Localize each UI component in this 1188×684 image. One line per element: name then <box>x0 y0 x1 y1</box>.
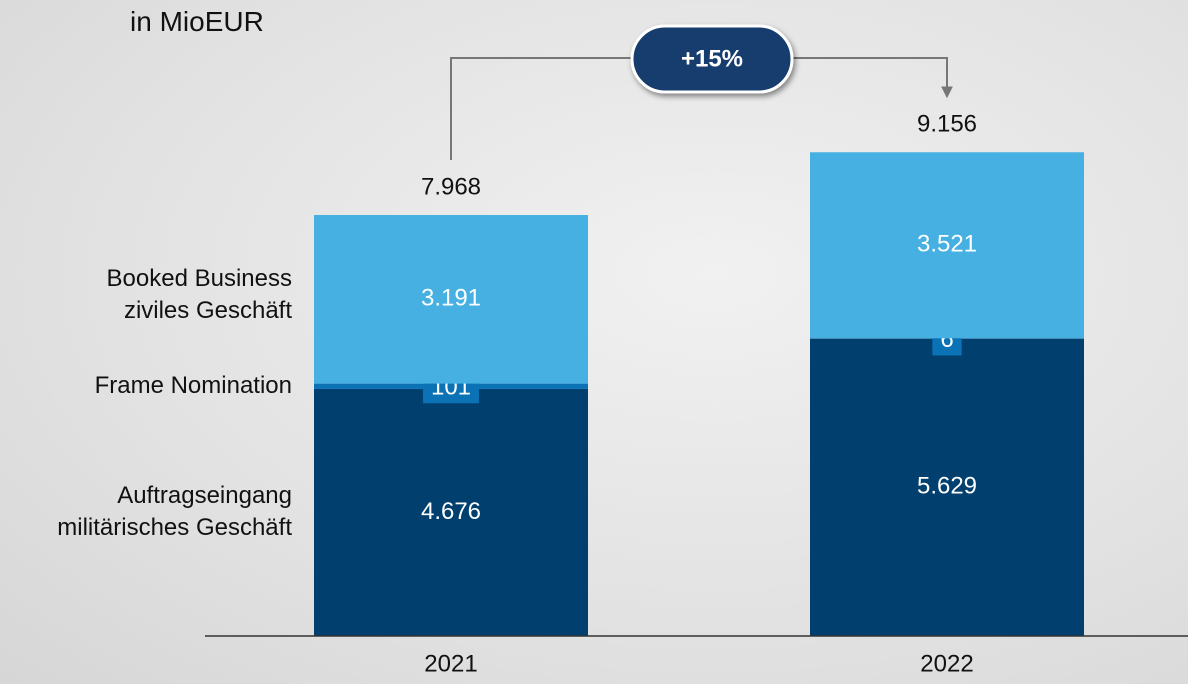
total-label: 9.156 <box>917 111 977 138</box>
x-tick-label: 2021 <box>424 650 477 677</box>
annotation: +15% <box>681 45 743 72</box>
legend-label: Booked Business ziviles Geschäft <box>106 265 292 325</box>
legend-label: Frame Nomination <box>94 372 292 400</box>
legend-label: Auftragseingang militärisches Geschäft <box>57 482 292 542</box>
bar-segment <box>810 338 1084 636</box>
bar-segment <box>314 215 588 384</box>
bar-segment <box>314 388 588 636</box>
total-label: 7.968 <box>421 173 481 200</box>
annotation-pill <box>630 24 794 94</box>
value-label: 4.676 <box>421 498 481 525</box>
bracket-left <box>450 57 640 161</box>
value-label: 3.521 <box>917 231 977 258</box>
x-tick-label: 2022 <box>920 650 973 677</box>
bracket-right <box>784 57 953 99</box>
value-label: 3.191 <box>421 285 481 312</box>
subtitle: in MioEUR <box>130 6 264 37</box>
bar-segment <box>810 152 1084 339</box>
value-label: 5.629 <box>917 473 977 500</box>
